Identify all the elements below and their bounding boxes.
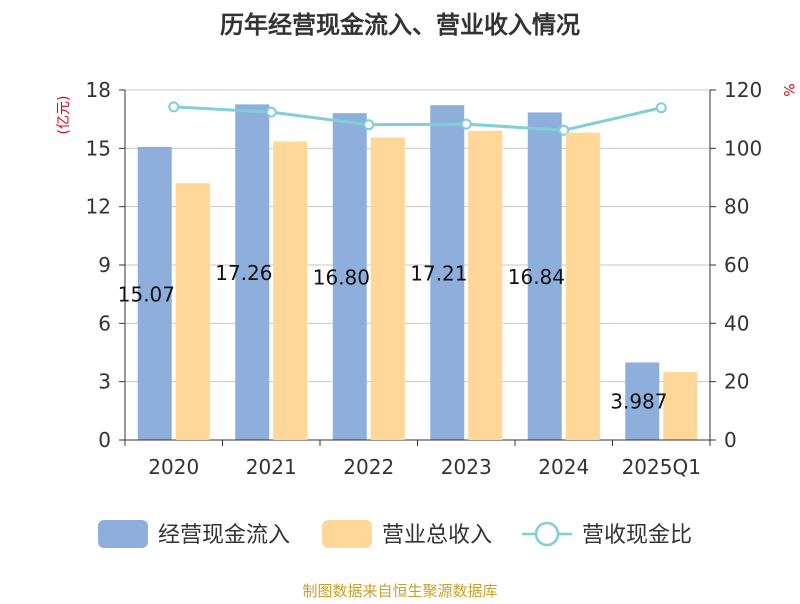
left-tick-label: 0: [98, 428, 111, 452]
bar-cash-inflow: [332, 113, 367, 441]
right-tick-label: 100: [724, 136, 762, 160]
bar-cash-inflow: [235, 104, 270, 440]
left-tick-label: 9: [98, 253, 111, 277]
data-label: 17.26: [215, 261, 272, 285]
line-path: [173, 105, 662, 132]
line-point: [363, 119, 375, 131]
legend-item[interactable]: 营收现金比: [522, 521, 692, 548]
legend-label: 营业总收入: [382, 523, 492, 548]
left-tick-label: 18: [86, 78, 111, 102]
x-tick-label: 2022: [343, 455, 394, 479]
legend-marker: [534, 521, 560, 547]
right-tick-label: 40: [724, 311, 749, 335]
left-axis-unit: (亿元): [56, 96, 72, 135]
left-tick-label: 12: [86, 195, 111, 219]
right-tick-label: 0: [724, 428, 737, 452]
bar-revenue-overlay: [175, 183, 210, 441]
x-tick-label: 2025Q1: [622, 455, 701, 479]
bar-revenue-overlay: [370, 137, 405, 440]
bar-cash-inflow: [137, 146, 172, 440]
line-point: [460, 118, 472, 130]
x-tick-label: 2020: [148, 455, 199, 479]
x-tick-label: 2021: [246, 455, 297, 479]
legend[interactable]: 经营现金流入 营业总收入 营收现金比: [98, 520, 692, 548]
bar-revenue: [663, 371, 698, 440]
right-tick-label: 60: [724, 253, 749, 277]
grid-lines: [125, 89, 710, 383]
legend-item[interactable]: 经营现金流入: [98, 520, 290, 548]
legend-swatch: [98, 520, 148, 548]
bar-revenue-overlay: [273, 141, 308, 440]
chart-title: 历年经营现金流入、营业收入情况: [220, 11, 580, 39]
right-tick-label: 120: [724, 78, 762, 102]
bar-revenue-overlay: [565, 132, 600, 440]
left-tick-label: 3: [98, 370, 111, 394]
right-axis-unit: %: [780, 83, 796, 96]
left-tick-label: 15: [86, 136, 111, 160]
line-point: [265, 106, 277, 118]
right-tick-label: 20: [724, 370, 749, 394]
line-point: [168, 101, 180, 113]
data-label: 3.987: [610, 389, 667, 413]
x-tick-label: 2024: [538, 455, 589, 479]
line-series: [168, 101, 667, 136]
left-tick-label: 6: [98, 311, 111, 335]
legend-label: 营收现金比: [582, 523, 692, 548]
bar-cash-inflow: [430, 105, 465, 441]
right-tick-label: 80: [724, 195, 749, 219]
bar-revenue-overlay: [468, 130, 503, 441]
bar-cash-inflow: [527, 112, 562, 441]
legend-swatch: [322, 520, 372, 548]
line-point: [655, 102, 667, 114]
x-tick-label: 2023: [441, 455, 492, 479]
source-note: 制图数据来自恒生聚源数据库: [302, 582, 497, 600]
bar-cash-inflow: [625, 362, 660, 440]
axes: 0 3 6 9 12 15 18 0 20 40 60 80 100 120 2020 2021 2022 202…: [86, 78, 763, 479]
legend-item[interactable]: 营业总收入: [322, 520, 492, 548]
line-point: [558, 124, 570, 136]
legend-label: 经营现金流入: [158, 523, 290, 548]
